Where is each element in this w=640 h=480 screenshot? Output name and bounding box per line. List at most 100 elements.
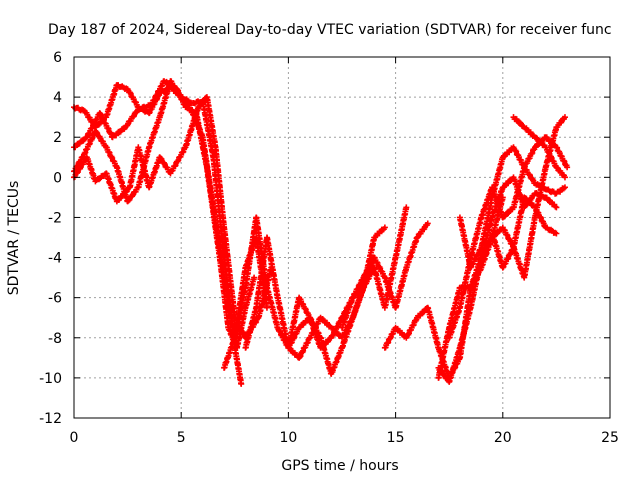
data-trail (554, 144, 570, 169)
data-trail (221, 225, 238, 321)
y-tick-label: 0 (53, 170, 62, 186)
x-tick-label: 20 (494, 430, 512, 446)
data-trail (210, 206, 227, 280)
y-tick-label: -10 (39, 371, 62, 387)
data-trail (242, 276, 257, 309)
data-point (564, 164, 571, 171)
series-track-8 (339, 220, 431, 331)
data-trail (543, 194, 559, 210)
data-trail (307, 315, 323, 341)
plot-frame (73, 56, 611, 419)
data-trail (168, 78, 184, 99)
data-trail (296, 296, 313, 321)
data-trail (479, 234, 495, 259)
data-trail (435, 326, 452, 381)
y-axis-ticks: -12 -10 -8 -6 -4 -2 0 2 4 6 (39, 50, 610, 427)
data-trail (146, 114, 163, 150)
data-trail (242, 305, 259, 351)
data-trail (179, 94, 194, 113)
data-trail (212, 146, 227, 230)
data-trail (339, 295, 356, 331)
data-trail (554, 164, 567, 179)
y-tick-label: -4 (48, 251, 62, 267)
data-trail (125, 184, 141, 204)
x-axis-ticks: 0 5 10 15 20 25 (70, 57, 619, 446)
data-trail (478, 194, 495, 249)
data-trail (221, 335, 238, 371)
data-trail (318, 335, 334, 377)
data-trail (489, 232, 506, 270)
data-trail (204, 96, 219, 150)
data-trail (199, 136, 217, 210)
data-trail (403, 235, 420, 271)
chart-title: Day 187 of 2024, Sidereal Day-to-day VTE… (48, 22, 612, 38)
data-trail (72, 134, 89, 151)
data-point (561, 114, 568, 121)
data-trail (350, 285, 366, 321)
data-trail (264, 235, 281, 299)
series-track-12 (435, 194, 560, 381)
data-trail (392, 206, 409, 259)
data-trail (543, 144, 559, 169)
data-trail (533, 134, 548, 149)
x-axis-label: GPS time / hours (281, 458, 398, 474)
y-tick-label: 6 (53, 50, 62, 66)
data-trail (296, 335, 313, 360)
data-trail (554, 185, 567, 195)
data-trail (71, 151, 87, 174)
y-tick-label: -12 (39, 411, 62, 427)
data-trail (318, 316, 334, 330)
data-trail (446, 285, 463, 330)
data-trail (146, 154, 163, 190)
data-trail (468, 256, 484, 289)
series-track-7 (285, 204, 410, 377)
data-trail (371, 254, 388, 280)
data-trail (372, 226, 387, 241)
y-tick-label: 4 (53, 90, 62, 106)
data-point (238, 380, 245, 387)
data-point (263, 304, 270, 311)
data-trail (522, 195, 537, 209)
series-track-13 (456, 144, 568, 271)
data-point (561, 174, 568, 181)
data-trail (489, 156, 506, 199)
data-trail (210, 156, 227, 260)
data-trail (232, 285, 249, 340)
x-tick-label: 10 (279, 430, 297, 446)
data-trail (84, 156, 98, 183)
data-trail (350, 276, 366, 300)
data-trail (500, 206, 516, 220)
data-point (553, 204, 560, 211)
data-trail (522, 125, 537, 139)
data-point (561, 184, 568, 191)
data-point (381, 224, 388, 231)
data-trail (532, 166, 549, 219)
data-trail (114, 184, 132, 203)
data-trail (103, 144, 120, 169)
y-tick-label: -8 (48, 331, 62, 347)
x-tick-label: 15 (387, 430, 405, 446)
data-trail (446, 345, 463, 384)
data-trail (554, 115, 567, 130)
data-trail (103, 82, 120, 118)
data-trail (232, 345, 244, 387)
data-trail (425, 305, 442, 351)
data-trail (521, 215, 538, 279)
x-tick-label: 5 (177, 430, 186, 446)
data-trail (123, 107, 141, 129)
data-trail (82, 129, 98, 156)
data-trail (510, 165, 527, 210)
data-trail (414, 222, 430, 240)
data-trail (93, 129, 109, 149)
data-trail (457, 305, 474, 349)
data-trail (522, 166, 538, 186)
data-point (403, 204, 410, 211)
data-trail (328, 345, 345, 376)
data-trail (457, 216, 474, 270)
data-trail (135, 146, 152, 189)
data-trail (168, 144, 188, 175)
data-trail (125, 87, 141, 110)
y-tick-label: 2 (53, 130, 62, 146)
data-trail (103, 170, 120, 203)
